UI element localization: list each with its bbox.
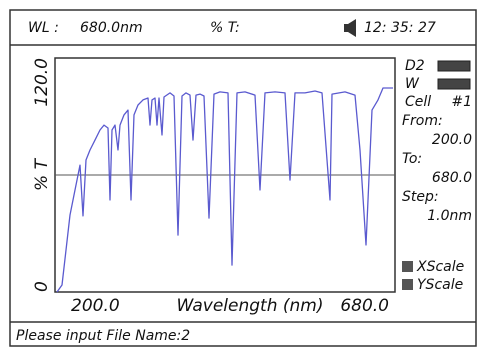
y-axis-label: % T [32, 157, 52, 191]
speaker-icon [344, 19, 356, 37]
y-tick-label: 120.0 [32, 58, 52, 107]
w-label: W [405, 76, 420, 92]
status-message: Please input File Name:2 [16, 328, 190, 344]
yscale-button[interactable]: YScale [417, 277, 463, 293]
x-axis-label: Wavelength (nm) [176, 296, 323, 316]
d2-lamp-icon [437, 60, 471, 72]
wl-value: 680.0nm [80, 20, 143, 36]
d2-label: D2 [405, 58, 425, 74]
t-label: % T: [210, 20, 240, 36]
screen-border [9, 9, 477, 347]
w-lamp-icon [437, 78, 471, 90]
step-label: Step: [402, 189, 439, 205]
to-value: 680.0 [432, 170, 472, 186]
y-tick-label: 0 [32, 281, 52, 292]
from-label: From: [402, 113, 443, 129]
x-tick-label: 680.0 [340, 296, 389, 316]
yscale-icon[interactable] [402, 279, 413, 290]
from-value: 200.0 [432, 132, 472, 148]
xscale-icon[interactable] [402, 261, 413, 272]
x-tick-label: 200.0 [71, 296, 120, 316]
cell-label: Cell [405, 94, 431, 110]
wl-label: WL : [28, 20, 59, 36]
clock: 12: 35: 27 [364, 20, 436, 36]
step-value: 1.0nm [427, 208, 472, 224]
cell-number: #1 [451, 94, 472, 110]
xscale-button[interactable]: XScale [416, 259, 464, 275]
to-label: To: [402, 151, 422, 167]
spectrum-line [56, 87, 393, 293]
